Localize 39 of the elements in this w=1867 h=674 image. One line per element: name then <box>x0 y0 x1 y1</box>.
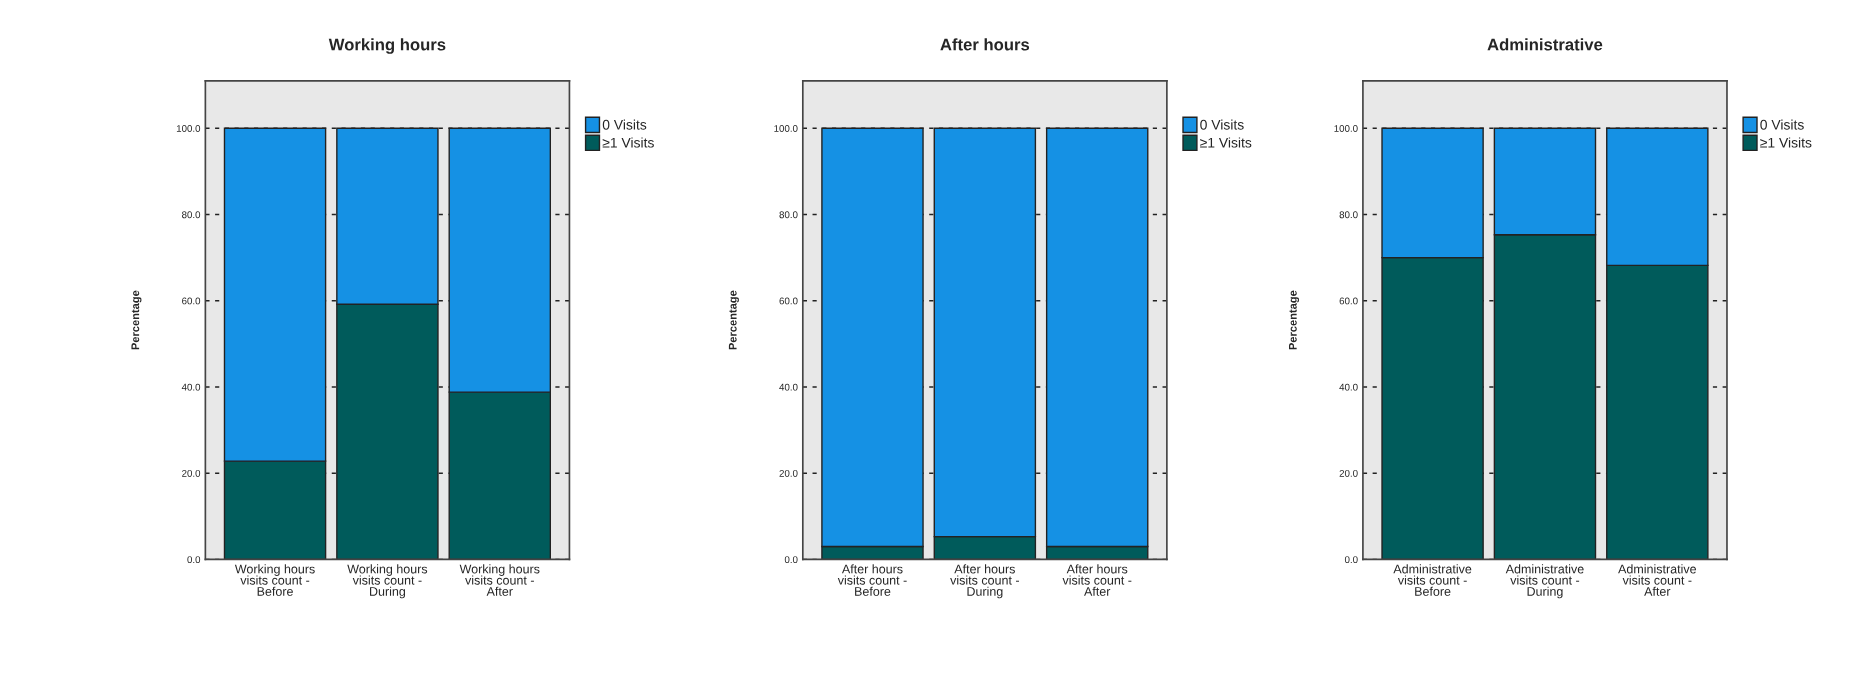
y-tick-label: 0.0 <box>784 556 798 564</box>
legend-label: ≥1 Visits <box>1200 137 1252 148</box>
chart-title: Administrative <box>1487 38 1603 51</box>
y-tick-label: 100.0 <box>176 125 201 132</box>
legend-label: 0 Visits <box>1200 119 1244 130</box>
y-axis-title: Percentage <box>1289 290 1299 350</box>
x-tick-label: Administrative visits count - Before <box>1393 564 1472 596</box>
y-tick-label: 80.0 <box>779 211 798 219</box>
y-tick-label: 100.0 <box>1334 125 1358 132</box>
y-tick-label: 80.0 <box>182 211 201 219</box>
x-tick-label: After hours visits count - Before <box>837 564 907 596</box>
y-tick-label: 60.0 <box>182 297 201 305</box>
chart-title: After hours <box>940 38 1030 51</box>
x-tick-label: After hours visits count - During <box>950 564 1020 599</box>
chart-title: Working hours <box>328 38 446 54</box>
x-tick-label: Administrative visits count - After <box>1618 564 1696 596</box>
y-axis-title: Percentage <box>728 290 739 350</box>
y-tick-label: 20.0 <box>1339 469 1358 477</box>
y-axis-title: Percentage <box>131 290 142 350</box>
y-tick-label: 60.0 <box>1339 297 1358 305</box>
y-tick-label: 40.0 <box>181 383 201 391</box>
y-tick-label: 100.0 <box>774 125 798 132</box>
legend-label: 0 Visits <box>1760 119 1804 130</box>
y-tick-label: 20.0 <box>182 469 201 477</box>
legend-label: ≥1 Visits <box>602 137 654 148</box>
y-tick-label: 40.0 <box>1339 383 1358 391</box>
y-tick-label: 80.0 <box>1339 211 1358 219</box>
y-tick-label: 60.0 <box>779 297 798 305</box>
x-tick-label: Working hours visits count - After <box>459 564 540 596</box>
x-tick-label: Working hours visits count - During <box>347 564 428 599</box>
y-tick-label: 0.0 <box>187 556 201 564</box>
y-tick-label: 0.0 <box>1344 556 1358 564</box>
x-tick-label: After hours visits count - After <box>1062 564 1132 596</box>
y-tick-label: 20.0 <box>779 469 798 477</box>
x-tick-label: Working hours visits count - Before <box>234 564 315 596</box>
y-tick-label: 40.0 <box>779 383 798 391</box>
legend-label: ≥1 Visits <box>1760 137 1812 148</box>
x-tick-label: Administrative visits count - During <box>1505 564 1584 599</box>
legend-label: 0 Visits <box>602 119 647 130</box>
